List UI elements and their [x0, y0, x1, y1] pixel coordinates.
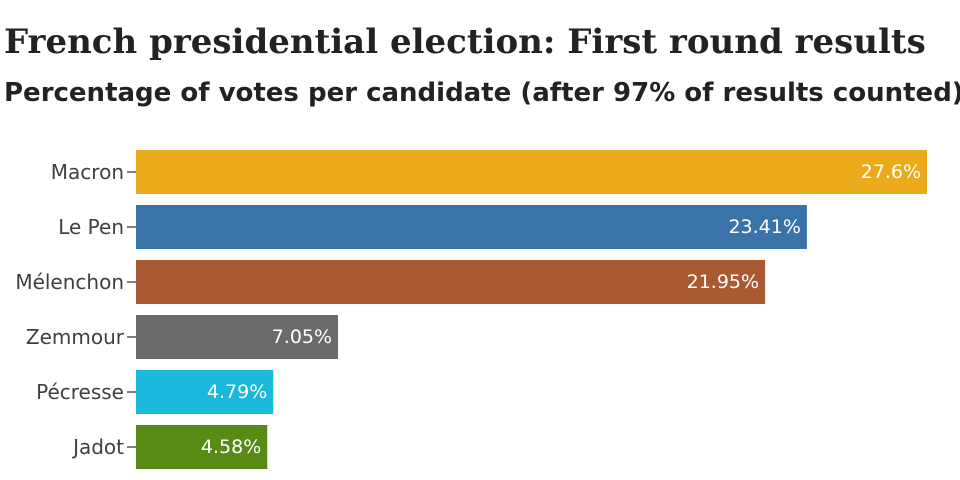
chart-title: French presidential election: First roun… — [4, 22, 926, 62]
category-label-macron: Macron — [51, 160, 124, 184]
bar-macron — [136, 150, 927, 194]
value-label-zemmour: 7.05% — [272, 326, 332, 348]
value-label-le-pen: 23.41% — [728, 216, 800, 238]
category-label-pecresse: Pécresse — [36, 380, 124, 404]
category-label-melenchon: Mélenchon — [15, 270, 124, 294]
value-label-macron: 27.6% — [861, 161, 921, 183]
category-label-zemmour: Zemmour — [26, 325, 125, 349]
chart-subtitle: Percentage of votes per candidate (after… — [4, 78, 960, 108]
bar-melenchon — [136, 260, 766, 304]
bars-group: Macron 27.6% Le Pen 23.41% Mélenchon 21.95% Ze… — [15, 150, 927, 469]
value-label-jadot: 4.58% — [201, 436, 261, 458]
bar-le-pen — [136, 205, 807, 249]
value-label-pecresse: 4.79% — [207, 381, 267, 403]
category-label-le-pen: Le Pen — [58, 215, 124, 239]
value-label-melenchon: 21.95% — [687, 271, 759, 293]
category-label-jadot: Jadot — [71, 435, 124, 459]
bar-pecresse — [136, 370, 274, 414]
bar-jadot — [136, 425, 268, 469]
bar-zemmour — [136, 315, 339, 359]
